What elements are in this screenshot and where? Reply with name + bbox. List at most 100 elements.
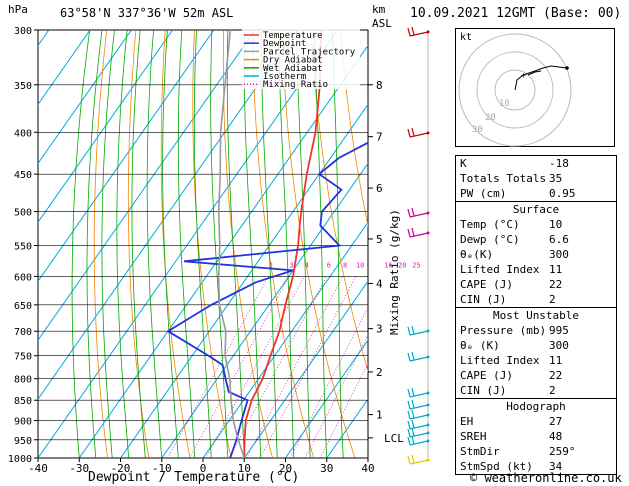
pressure-tick-label: 450	[14, 170, 32, 181]
isotherm-line	[38, 30, 339, 458]
pressure-tick-label: 300	[14, 26, 32, 37]
parcel-trajectory-line	[217, 30, 246, 458]
mu-label: CAPE (J)	[460, 369, 513, 382]
mixing-ratio-label: 4	[305, 261, 309, 269]
wind-barb-shaft	[409, 31, 429, 37]
temperature-tick-label: -40	[28, 462, 48, 475]
isotherm-line	[285, 339, 368, 458]
wind-barb-dot	[426, 458, 430, 462]
isotherm-line	[243, 280, 368, 458]
mixing-ratio-line	[259, 276, 357, 458]
wind-barb	[407, 454, 430, 465]
wind-barb	[407, 325, 430, 336]
hodograph-ring-30: 30	[472, 125, 483, 135]
wind-barb	[407, 409, 430, 420]
hodo-label: StmSpd (kt)	[460, 460, 533, 473]
isotherm-line	[38, 30, 91, 106]
wind-barb-flag	[411, 435, 415, 445]
pressure-tick-label: 950	[14, 436, 32, 447]
pressure-unit-label: hPa	[8, 3, 28, 16]
wet-adiabat-line	[177, 30, 196, 458]
mu-value: 300	[549, 339, 569, 352]
mixing-ratio-axis-label: Mixing Ratio (g/kg)	[388, 209, 401, 335]
pressure-tick-label: 750	[14, 352, 32, 363]
most-unstable-title: Most Unstable	[492, 309, 580, 322]
wind-barb	[407, 387, 430, 398]
pressure-tick-label: 400	[14, 128, 32, 139]
wind-barb	[407, 207, 430, 218]
location-title: 63°58'N 337°36'W 52m ASL	[60, 6, 234, 20]
pressure-tick-label: 600	[14, 272, 32, 283]
mixing-ratio-line	[319, 362, 368, 458]
temperature-tick-label: 20	[279, 462, 292, 475]
wind-barb-dot	[426, 211, 430, 215]
hodograph-trace-end	[527, 70, 542, 76]
isotherm-line	[38, 30, 256, 342]
mixing-ratio-line	[304, 334, 368, 458]
wind-barb-flag	[411, 26, 415, 36]
legend-label: Mixing Ratio	[263, 80, 328, 90]
hodo-value: 48	[549, 430, 563, 443]
legend-label: Dry Adiabat	[263, 56, 323, 66]
pressure-tick-label: 500	[14, 208, 32, 219]
mu-label: CIN (J)	[460, 384, 507, 397]
wind-barb-flag	[411, 427, 415, 437]
index-value: -18	[549, 157, 569, 170]
wind-barb	[407, 26, 430, 37]
wind-barb-flag	[407, 420, 411, 430]
x-axis-label: Dewpoint / Temperature (°C)	[88, 470, 300, 485]
height-unit-km: km	[372, 3, 386, 16]
height-tick-label: LCL	[384, 432, 404, 445]
wind-barb-dot	[426, 423, 430, 427]
mixing-ratio-line	[228, 276, 327, 458]
dry-adiabat-line	[192, 30, 232, 458]
wind-barb-shaft	[409, 404, 429, 410]
hodo-value: 259°	[549, 445, 576, 458]
mixing-ratio-label: 8	[343, 261, 347, 269]
indices-table: K -18 Totals Totals 35 PW (cm) 0.95 Surface…	[455, 155, 617, 475]
index-value: 0.95	[549, 187, 576, 200]
wind-barb-flag	[407, 326, 411, 336]
index-label: K	[460, 157, 467, 170]
surface-label: CAPE (J)	[460, 278, 513, 291]
wind-barb-dot	[426, 355, 430, 359]
wind-barb-flag	[411, 207, 415, 217]
surface-label: Dewp (°C)	[460, 233, 520, 246]
height-tick-label: 3	[376, 323, 383, 336]
isotherm-line	[78, 44, 368, 458]
hodo-label: SREH	[460, 430, 487, 443]
mixing-ratio-line	[246, 276, 344, 458]
temperature-tick-label: 10	[238, 462, 251, 475]
surface-label: θₑ(K)	[460, 248, 494, 261]
pressure-tick-label: 850	[14, 396, 32, 407]
surface-label: Lifted Index	[460, 263, 540, 276]
wind-barb-flag	[411, 227, 415, 237]
hodograph-table-title: Hodograph	[506, 400, 566, 413]
wind-barb-shaft	[409, 424, 429, 430]
wet-adiabat-line	[193, 30, 212, 458]
mu-label: Pressure (mb)	[460, 324, 547, 337]
surface-title: Surface	[512, 203, 560, 216]
hodograph-unit-label: kt	[460, 32, 472, 43]
index-label: PW (cm)	[460, 187, 507, 200]
wind-barb	[407, 351, 430, 362]
pressure-tick-label: 700	[14, 327, 32, 338]
wind-barb-flag	[411, 127, 415, 137]
wind-barb-flag	[411, 454, 415, 464]
hodograph-trace	[514, 65, 568, 91]
pressure-tick-label: 350	[14, 81, 32, 92]
mixing-ratio-label: 2	[269, 261, 273, 269]
wind-barb-flag	[407, 352, 411, 362]
wind-barb-flag	[407, 27, 411, 37]
index-label: Totals Totals	[460, 172, 547, 185]
wind-barb-dot	[426, 403, 430, 407]
hodo-value: 27	[549, 415, 563, 428]
wind-barb	[407, 227, 430, 238]
surface-label: CIN (J)	[460, 293, 507, 306]
wet-adiabat-line	[278, 30, 295, 458]
hodo-label: EH	[460, 415, 474, 428]
mu-value: 22	[549, 369, 563, 382]
wind-barb-flag	[411, 387, 415, 397]
hodo-label: StmDir	[460, 445, 500, 458]
